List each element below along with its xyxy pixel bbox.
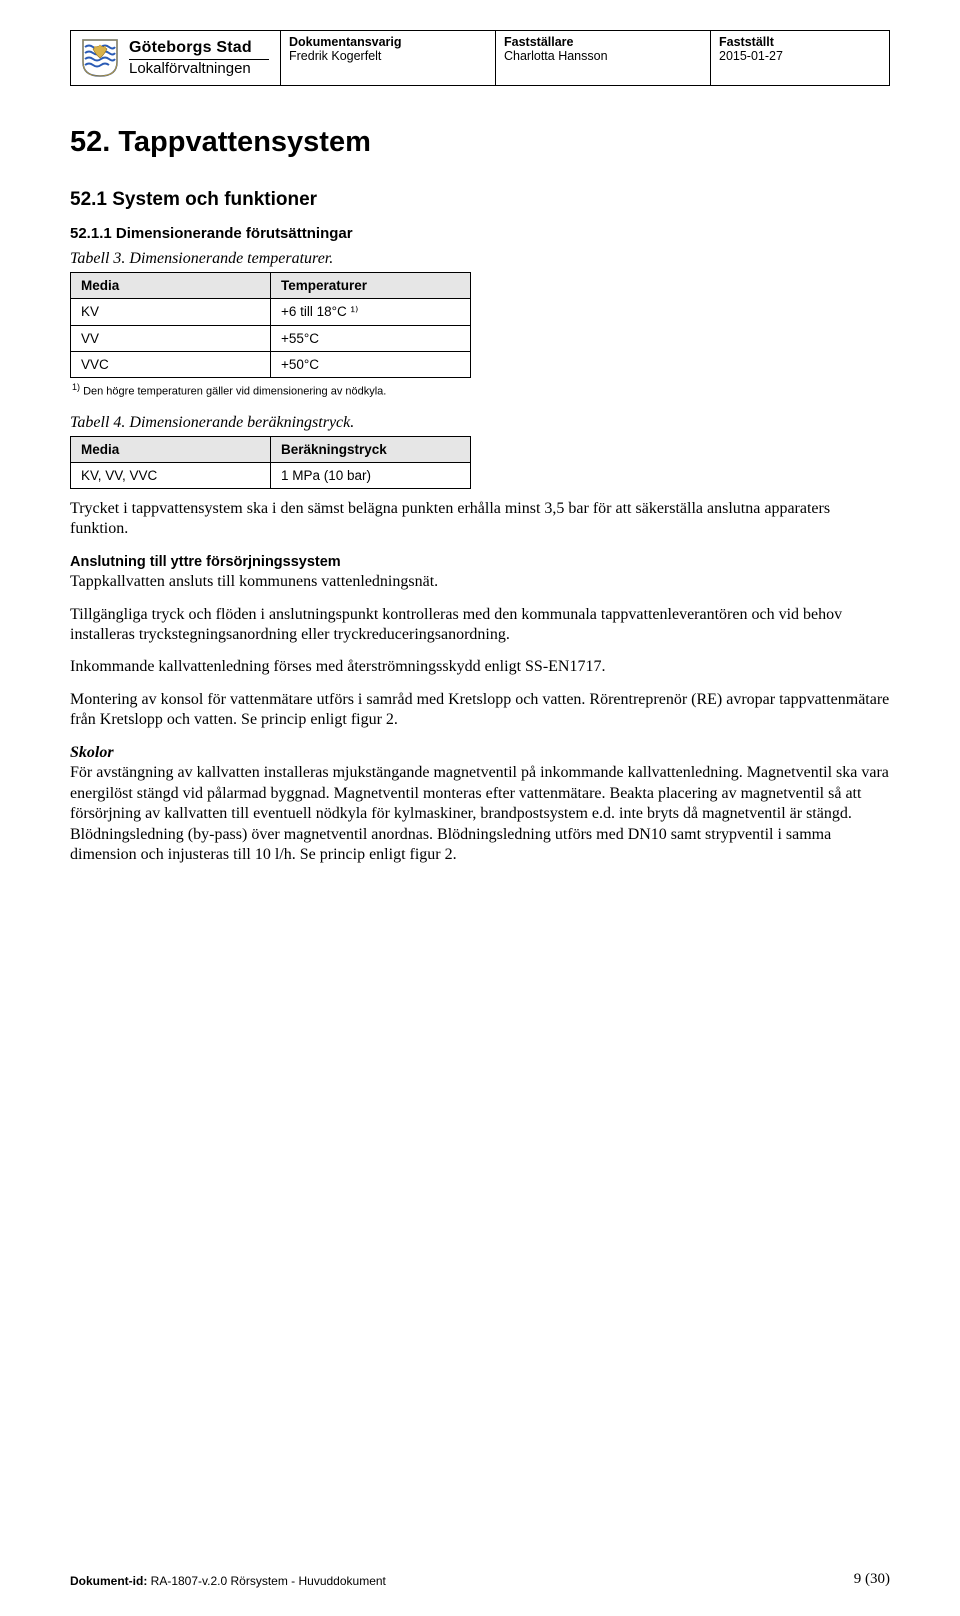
header-value: 2015-01-27: [719, 49, 881, 63]
header-value: Fredrik Kogerfelt: [289, 49, 487, 63]
table-row: VV +55°C: [71, 326, 471, 352]
footer-id-label: Dokument-id:: [70, 1574, 147, 1588]
logo-line2: Lokalförvaltningen: [129, 61, 269, 77]
table-row: KV, VV, VVC 1 MPa (10 bar): [71, 462, 471, 488]
header-col-faststallare: Fastställare Charlotta Hansson: [496, 31, 711, 86]
paragraph: Anslutning till yttre försörjningssystem…: [70, 552, 890, 593]
table-cell: +55°C: [271, 326, 471, 352]
footer-left: Dokument-id: RA-1807-v.2.0 Rörsystem - H…: [70, 1574, 386, 1588]
header-label: Fastställt: [719, 35, 881, 49]
footnote-text: Den högre temperaturen gäller vid dimens…: [80, 386, 386, 398]
table-cell: 1 MPa (10 bar): [271, 462, 471, 488]
table-temperaturer: Media Temperaturer KV +6 till 18°C ¹⁾ VV…: [70, 272, 471, 378]
page-footer: Dokument-id: RA-1807-v.2.0 Rörsystem - H…: [70, 1571, 890, 1588]
table-caption: Tabell 4. Dimensionerande beräkningstryc…: [70, 414, 890, 432]
paragraph-skolor: Skolor För avstängning av kallvatten ins…: [70, 743, 890, 866]
table-footnote: 1) Den högre temperaturen gäller vid dim…: [72, 382, 890, 398]
header-label: Fastställare: [504, 35, 702, 49]
footnote-marker: 1): [72, 382, 80, 392]
table-cell: VV: [71, 326, 271, 352]
table-berakningstryck: Media Beräkningstryck KV, VV, VVC 1 MPa …: [70, 436, 471, 489]
footer-id-value: RA-1807-v.2.0 Rörsystem - Huvuddokument: [147, 1574, 386, 1588]
paragraph-text: Tappkallvatten ansluts till kommunens va…: [70, 573, 438, 590]
header-label: Dokumentansvarig: [289, 35, 487, 49]
paragraph-text: För avstängning av kallvatten installera…: [70, 764, 889, 863]
header-value: Charlotta Hansson: [504, 49, 702, 63]
header-logo-cell: Göteborgs Stad Lokalförvaltningen: [71, 31, 281, 86]
footer-page-number: 9 (30): [854, 1571, 890, 1588]
table-row: KV +6 till 18°C ¹⁾: [71, 299, 471, 326]
paragraph: Tillgängliga tryck och flöden i anslutni…: [70, 605, 890, 646]
header-col-faststallt: Fastställt 2015-01-27: [711, 31, 890, 86]
inline-heading: Anslutning till yttre försörjningssystem: [70, 554, 341, 570]
table-cell: +6 till 18°C ¹⁾: [271, 299, 471, 326]
paragraph: Inkommande kallvattenledning förses med …: [70, 657, 890, 677]
table-row: VVC +50°C: [71, 352, 471, 378]
document-header: Göteborgs Stad Lokalförvaltningen Dokume…: [70, 30, 890, 86]
table-cell: +50°C: [271, 352, 471, 378]
goteborg-coat-of-arms-icon: [79, 37, 121, 79]
paragraph: Montering av konsol för vattenmätare utf…: [70, 690, 890, 731]
heading-3: 52.1.1 Dimensionerande förutsättningar: [70, 225, 890, 242]
table-header-cell: Beräkningstryck: [271, 436, 471, 462]
table-header-cell: Temperaturer: [271, 273, 471, 299]
table-caption: Tabell 3. Dimensionerande temperaturer.: [70, 250, 890, 268]
paragraph: Trycket i tappvattensystem ska i den säm…: [70, 499, 890, 540]
logo-line1: Göteborgs Stad: [129, 40, 269, 57]
inline-section-label: Skolor: [70, 744, 114, 761]
heading-2: 52.1 System och funktioner: [70, 189, 890, 211]
table-cell: VVC: [71, 352, 271, 378]
table-cell: KV: [71, 299, 271, 326]
table-header-cell: Media: [71, 273, 271, 299]
table-header-cell: Media: [71, 436, 271, 462]
table-cell: KV, VV, VVC: [71, 462, 271, 488]
heading-1: 52. Tappvattensystem: [70, 126, 890, 159]
header-col-dokumentansvarig: Dokumentansvarig Fredrik Kogerfelt: [281, 31, 496, 86]
